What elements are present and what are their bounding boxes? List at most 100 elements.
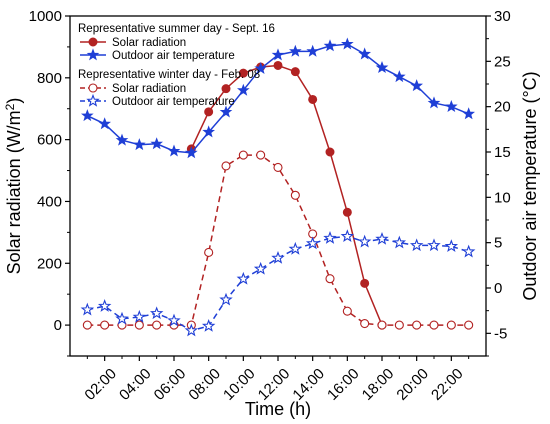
legend-label: Outdoor air temperature <box>112 96 235 108</box>
legend-label: Outdoor air temperature <box>112 50 235 62</box>
data-point <box>360 318 370 329</box>
data-point <box>464 320 474 330</box>
data-point <box>273 162 283 173</box>
legend: Representative summer day - Sept. 16 Sola… <box>78 23 275 108</box>
y-right-tick-label: 25 <box>494 53 511 70</box>
data-point <box>80 302 95 316</box>
data-point <box>375 61 389 74</box>
legend-group-title: Representative winter day - Feb. 08 <box>78 69 260 81</box>
data-point <box>100 320 110 330</box>
series-line <box>87 235 469 332</box>
data-point <box>290 67 300 77</box>
x-axis-title: Time (h) <box>245 399 311 419</box>
x-tick-label: 20:00 <box>393 365 432 404</box>
legend-label: Solar radiation <box>112 83 186 95</box>
y-right-tick-label: 0 <box>494 280 502 297</box>
data-point <box>377 320 387 330</box>
data-point <box>392 235 407 249</box>
y-left-tick-label: 200 <box>37 255 62 272</box>
series-line <box>190 64 383 326</box>
data-point <box>221 84 231 94</box>
data-point <box>394 320 404 330</box>
legend-label: Solar radiation <box>112 37 186 49</box>
series-line <box>87 154 469 326</box>
legend-marker <box>86 93 100 107</box>
data-point <box>254 61 267 74</box>
data-point <box>237 83 250 96</box>
data-point <box>340 229 355 243</box>
y-right-tick-label: 5 <box>494 235 502 252</box>
data-point <box>412 320 422 330</box>
y-right-tick-label: 15 <box>494 144 511 161</box>
data-point <box>185 146 198 159</box>
legend-marker <box>88 83 98 93</box>
series-0 <box>186 60 387 330</box>
data-point <box>81 109 94 122</box>
y-left-tick-label: 400 <box>37 193 62 210</box>
series-1 <box>81 37 475 159</box>
data-point <box>360 278 370 288</box>
y-right-tick-label: 10 <box>494 189 511 206</box>
data-point <box>167 313 181 327</box>
y-left-tick-label: 1000 <box>29 8 62 25</box>
data-point <box>97 299 112 312</box>
data-point <box>342 207 352 217</box>
y-left-tick-label: 0 <box>54 317 62 334</box>
data-point <box>115 311 129 325</box>
data-point <box>202 125 215 138</box>
data-point <box>341 37 354 50</box>
data-point <box>134 320 144 330</box>
data-point <box>290 190 300 200</box>
data-point <box>132 309 147 323</box>
data-point <box>357 234 372 248</box>
legend-marker <box>86 48 100 61</box>
data-point <box>204 107 214 117</box>
data-point <box>461 244 476 258</box>
data-point <box>149 306 164 320</box>
data-point <box>288 241 303 255</box>
data-point <box>393 70 406 83</box>
y-right-tick-label: 20 <box>494 99 511 116</box>
data-point <box>150 137 163 150</box>
data-point <box>238 68 248 78</box>
x-tick-label: 18:00 <box>359 365 398 404</box>
y-left-axis-title: Solar radiation (W/m2) <box>3 98 24 275</box>
data-point <box>342 306 352 316</box>
data-point <box>358 47 371 60</box>
data-point <box>133 138 146 151</box>
data-point <box>325 274 335 284</box>
data-point <box>427 238 441 252</box>
plot-layer <box>80 37 476 337</box>
data-point <box>323 231 337 244</box>
data-point <box>236 271 251 285</box>
data-point <box>427 96 441 109</box>
y-left-tick-label: 800 <box>37 70 62 87</box>
data-point <box>429 320 439 330</box>
data-point <box>184 323 199 337</box>
data-point <box>306 44 319 57</box>
data-point <box>238 150 248 160</box>
x-tick-label: 02:00 <box>81 365 120 404</box>
data-point <box>256 150 266 160</box>
y-right-axis-title: Outdoor air temperature (°C) <box>520 71 540 300</box>
data-point <box>152 320 162 330</box>
data-point <box>167 144 181 157</box>
data-point <box>201 319 216 332</box>
data-point <box>98 117 111 130</box>
legend-marker <box>88 37 98 47</box>
data-point <box>444 239 459 253</box>
y-left-tick-label: 600 <box>37 132 62 149</box>
y-right-tick-label: -5 <box>494 325 507 342</box>
data-point <box>221 161 231 171</box>
data-point <box>446 320 456 330</box>
series-2 <box>82 150 474 330</box>
data-point <box>271 251 285 264</box>
x-tick-label: 08:00 <box>185 365 224 404</box>
data-point <box>219 292 233 306</box>
data-point <box>253 261 268 275</box>
x-tick-label: 06:00 <box>151 365 190 404</box>
data-point <box>305 236 320 250</box>
x-tick-label: 16:00 <box>324 365 363 404</box>
data-point <box>219 105 233 118</box>
data-point <box>289 44 302 57</box>
